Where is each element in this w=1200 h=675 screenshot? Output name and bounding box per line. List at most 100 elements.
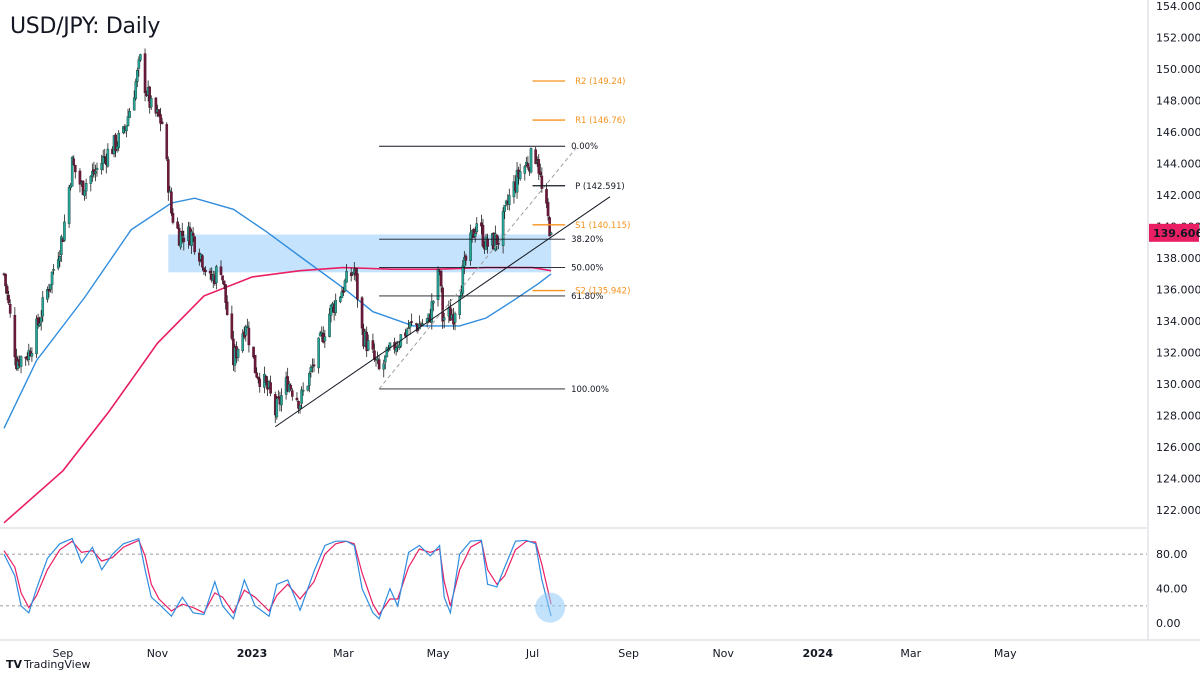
candle-body bbox=[269, 382, 272, 394]
candle-body bbox=[224, 284, 227, 303]
pivot-label: R1 (146.76) bbox=[575, 116, 625, 126]
candle bbox=[179, 231, 183, 250]
candle bbox=[117, 130, 120, 152]
candle bbox=[309, 364, 313, 378]
candle-body bbox=[125, 125, 128, 132]
candle bbox=[241, 329, 245, 353]
candle bbox=[546, 198, 550, 221]
candle-body bbox=[41, 297, 45, 317]
candle bbox=[84, 178, 88, 199]
candle-body bbox=[244, 326, 248, 336]
candle bbox=[202, 267, 206, 275]
price-tick-label: 134.000 bbox=[1156, 315, 1200, 328]
chart-title: USD/JPY: Daily bbox=[10, 14, 161, 39]
pivot-label: R2 (149.24) bbox=[575, 77, 625, 87]
candle-body bbox=[255, 372, 258, 378]
candle bbox=[36, 313, 40, 329]
candle bbox=[255, 367, 258, 379]
oversold-highlight bbox=[535, 592, 566, 623]
candle bbox=[19, 355, 23, 374]
candle-body bbox=[13, 314, 17, 358]
candle bbox=[320, 326, 324, 342]
candle bbox=[339, 295, 342, 304]
candle-body bbox=[78, 170, 82, 185]
candle bbox=[30, 347, 34, 362]
candle-body bbox=[204, 269, 207, 272]
candle bbox=[35, 315, 38, 359]
candle-body bbox=[318, 332, 322, 337]
candle-body bbox=[148, 86, 152, 108]
candle-body bbox=[230, 313, 234, 339]
candle bbox=[515, 162, 519, 199]
candle bbox=[73, 164, 77, 179]
candle-body bbox=[354, 267, 358, 276]
candle bbox=[495, 234, 499, 251]
candle bbox=[38, 316, 41, 328]
price-tick-label: 126.000 bbox=[1156, 441, 1200, 454]
candle bbox=[168, 185, 172, 193]
candle-body bbox=[39, 317, 43, 323]
candle-body bbox=[157, 109, 161, 117]
candle-body bbox=[529, 148, 533, 173]
candle-body bbox=[159, 114, 162, 124]
candle-body bbox=[100, 163, 103, 170]
candle-body bbox=[208, 270, 212, 274]
candle-body bbox=[103, 156, 107, 158]
candle bbox=[548, 215, 551, 237]
candle-body bbox=[35, 318, 38, 355]
candle bbox=[291, 388, 294, 401]
pivot-label: S1 (140.115) bbox=[575, 221, 630, 231]
candle bbox=[523, 164, 527, 181]
candle bbox=[56, 251, 60, 271]
candle-body bbox=[58, 256, 62, 262]
candle bbox=[366, 334, 370, 352]
candle bbox=[58, 250, 62, 268]
candle bbox=[464, 253, 468, 266]
candle bbox=[301, 382, 305, 396]
candle bbox=[154, 96, 158, 117]
candle-body bbox=[182, 237, 186, 243]
candle-body bbox=[5, 286, 9, 294]
candle bbox=[176, 217, 179, 229]
price-tick-label: 136.000 bbox=[1156, 284, 1200, 297]
candle-body bbox=[94, 171, 97, 174]
candle bbox=[463, 250, 466, 275]
candle bbox=[244, 324, 248, 342]
candle-body bbox=[193, 236, 196, 253]
time-tick-label: Nov bbox=[712, 647, 734, 660]
candle-body bbox=[165, 124, 169, 160]
candle bbox=[518, 163, 522, 181]
candle-body bbox=[137, 59, 141, 69]
candle bbox=[461, 259, 465, 296]
candle-body bbox=[36, 317, 40, 326]
candle bbox=[63, 214, 66, 242]
candle-body bbox=[308, 373, 311, 386]
candle-body bbox=[345, 270, 348, 283]
candle bbox=[415, 322, 418, 333]
candle-body bbox=[441, 287, 444, 322]
candle bbox=[193, 235, 196, 255]
candle-body bbox=[334, 299, 338, 313]
candle bbox=[356, 268, 359, 308]
candle bbox=[540, 167, 544, 193]
fib-level-label: 100.00% bbox=[571, 385, 609, 395]
candle-body bbox=[135, 70, 139, 82]
candle bbox=[275, 395, 279, 420]
candle bbox=[236, 348, 240, 362]
candle-body bbox=[449, 307, 452, 321]
candle bbox=[190, 229, 193, 254]
candle-body bbox=[191, 232, 195, 236]
candle-body bbox=[405, 329, 409, 336]
candle bbox=[247, 321, 251, 353]
candle-body bbox=[67, 187, 71, 224]
candle-body bbox=[407, 327, 410, 330]
candle-body bbox=[339, 296, 342, 302]
candle-body bbox=[52, 269, 55, 271]
candle bbox=[295, 392, 299, 402]
time-tick-label: Sep bbox=[618, 647, 639, 660]
price-tick-label: 128.000 bbox=[1156, 410, 1200, 423]
candle bbox=[469, 224, 472, 266]
candle-body bbox=[385, 347, 389, 358]
candle-body bbox=[495, 234, 499, 245]
